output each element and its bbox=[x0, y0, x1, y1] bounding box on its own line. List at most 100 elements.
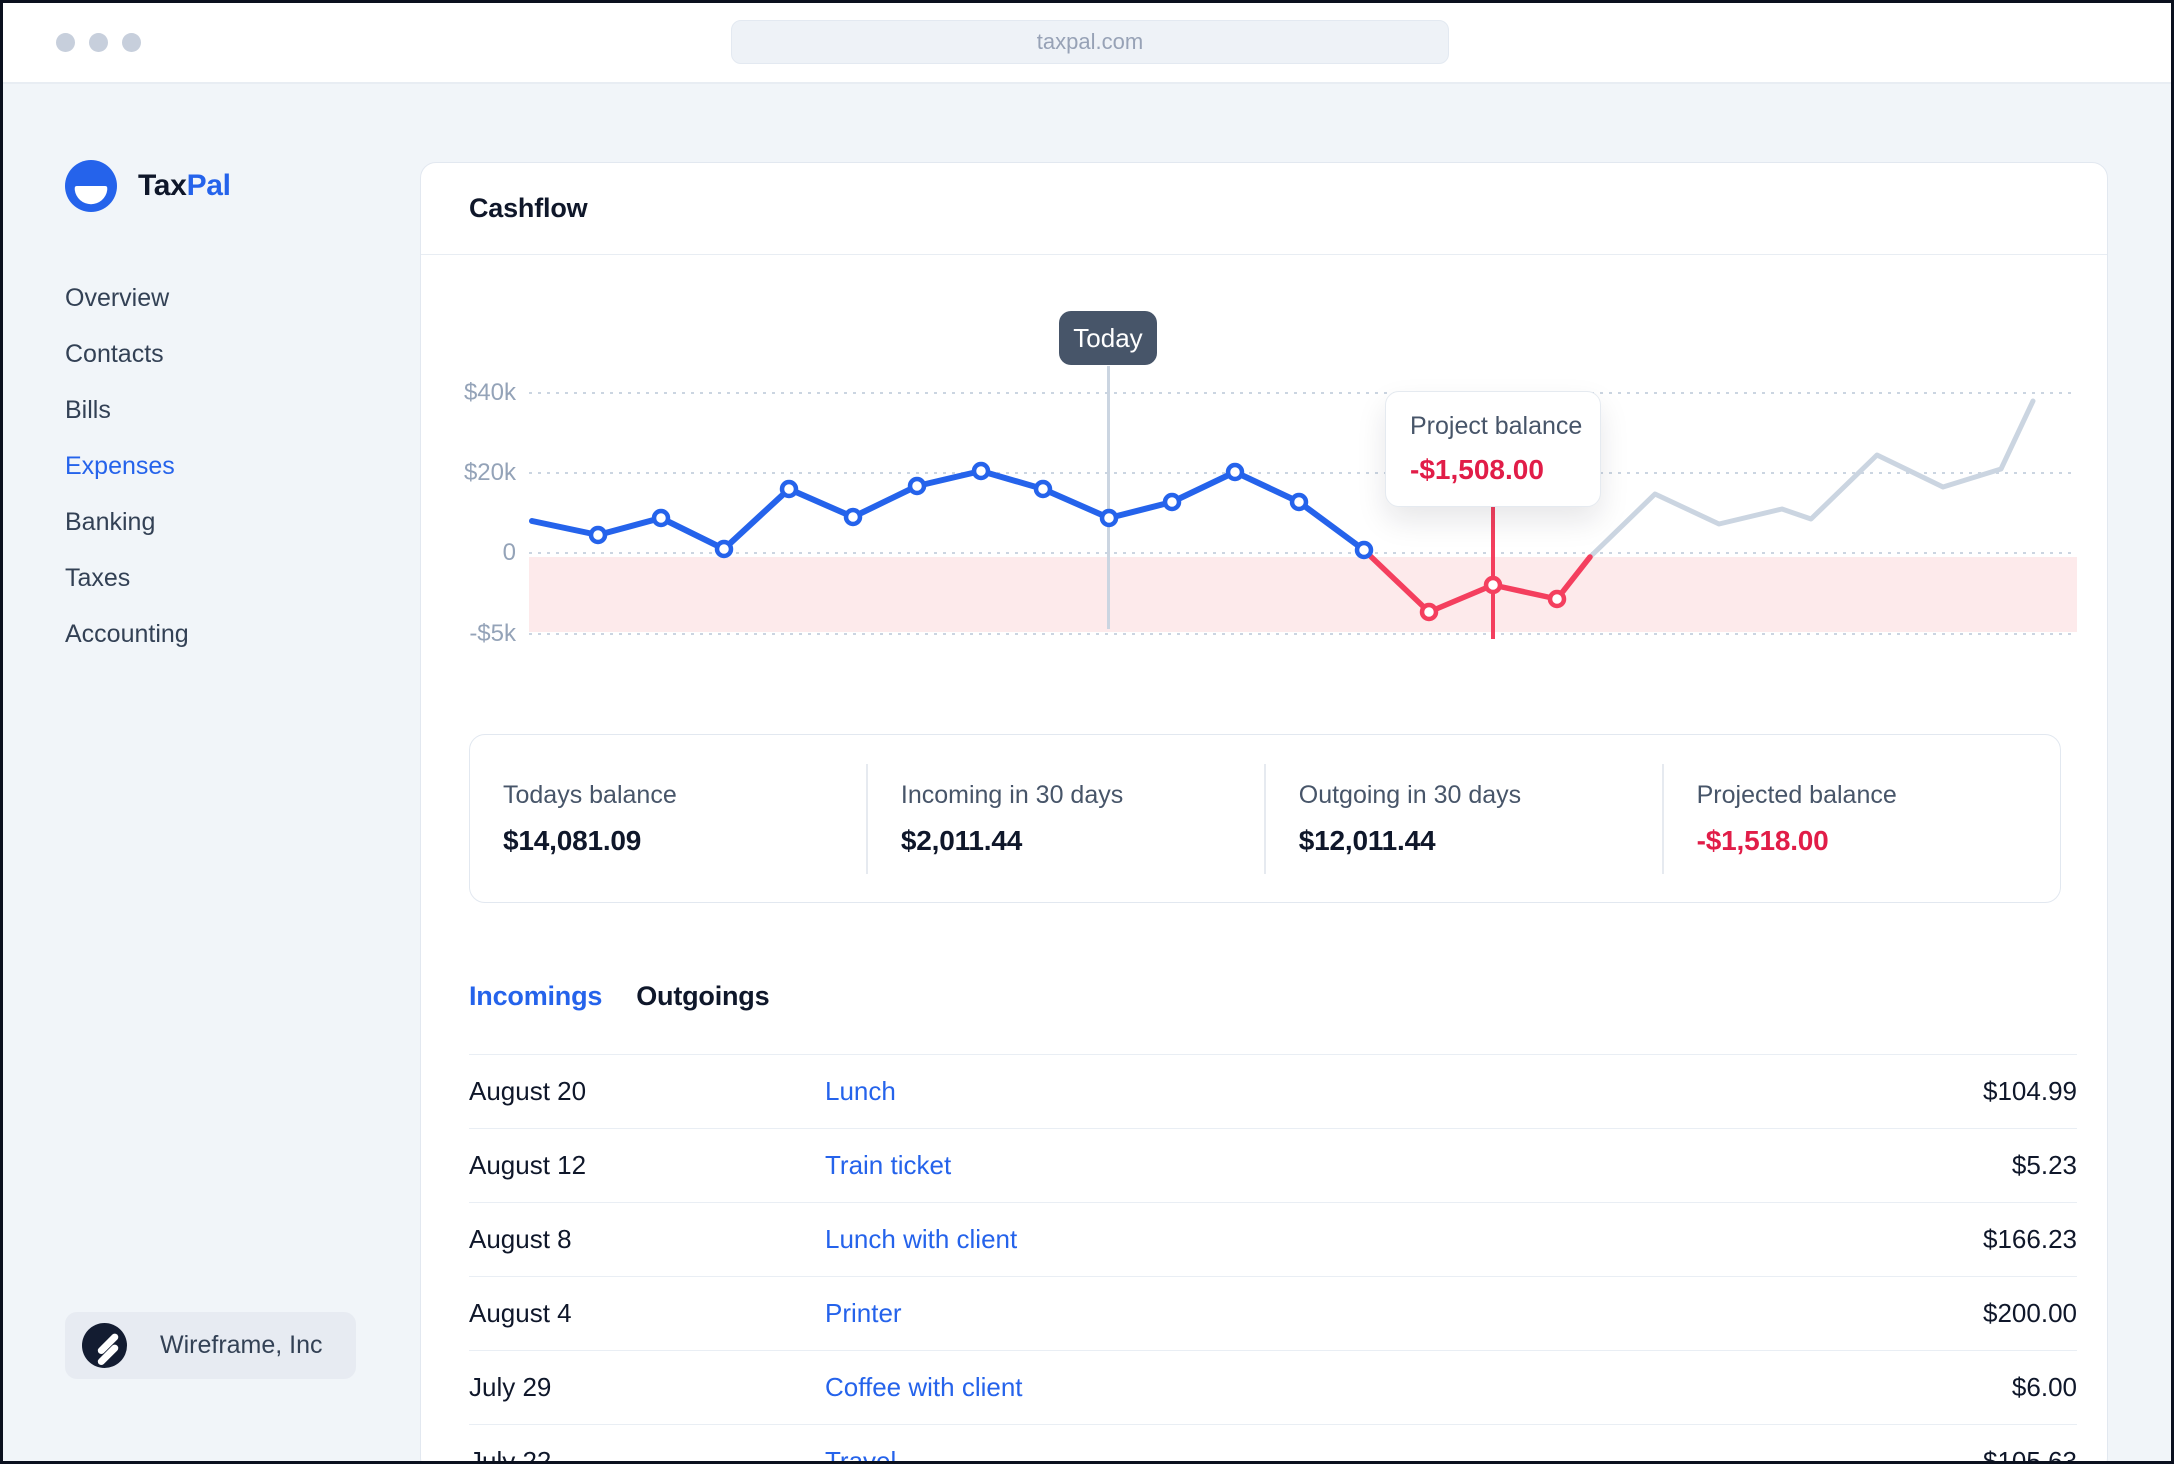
sidebar-item-banking[interactable]: Banking bbox=[65, 508, 156, 536]
data-point-marker bbox=[1354, 540, 1374, 560]
stat-label: Projected balance bbox=[1696, 780, 1897, 809]
stat-outgoing-in-30-days: Outgoing in 30 days $12,011.44 bbox=[1266, 735, 1662, 902]
y-axis-tick-label: 0 bbox=[502, 539, 516, 566]
today-marker-label: Today bbox=[1073, 322, 1143, 353]
transaction-description-link[interactable]: Printer bbox=[825, 1298, 902, 1328]
gridline bbox=[529, 552, 2077, 554]
projected-balance-value: -$1,508.00 bbox=[1410, 454, 1544, 485]
stat-todays-balance: Todays balance $14,081.09 bbox=[470, 735, 866, 902]
sidebar-item-accounting[interactable]: Accounting bbox=[65, 620, 189, 648]
tab-outgoings[interactable]: Outgoings bbox=[636, 981, 770, 1011]
transaction-amount: $200.00 bbox=[1983, 1298, 2077, 1328]
transaction-amount: $5.23 bbox=[2011, 1150, 2077, 1180]
transaction-description-link[interactable]: Lunch bbox=[825, 1076, 896, 1106]
sidebar-item-overview[interactable]: Overview bbox=[65, 284, 170, 312]
projected-vertical-line bbox=[1491, 498, 1495, 639]
stat-incoming-in-30-days: Incoming in 30 days $2,011.44 bbox=[868, 735, 1264, 902]
stat-label: Outgoing in 30 days bbox=[1298, 780, 1522, 809]
projected-balance-title: Project balance bbox=[1410, 412, 1583, 440]
company-logo-icon bbox=[82, 1323, 127, 1368]
brand-name-primary: Tax bbox=[138, 169, 187, 202]
transaction-description-link[interactable]: Coffee with client bbox=[825, 1372, 1023, 1402]
stat-divider bbox=[1662, 763, 1664, 874]
data-point-marker bbox=[588, 525, 608, 545]
data-point-marker bbox=[1547, 589, 1567, 609]
y-axis-tick-label: $40k bbox=[463, 379, 516, 406]
stat-value: -$1,518.00 bbox=[1696, 824, 1829, 856]
company-name: Wireframe, Inc bbox=[160, 1331, 323, 1359]
data-point-marker bbox=[1033, 479, 1053, 499]
window-control-dot[interactable] bbox=[56, 32, 75, 52]
stat-value: $12,011.44 bbox=[1298, 824, 1436, 856]
address-bar[interactable]: taxpal.com bbox=[731, 20, 1449, 64]
transaction-date: July 22 bbox=[469, 1446, 552, 1464]
series-line-actual_balance bbox=[529, 468, 1367, 553]
brand-logo[interactable]: TaxPal bbox=[65, 160, 231, 212]
browser-chrome: taxpal.com bbox=[0, 0, 2174, 84]
y-axis-tick-label: -$5k bbox=[469, 620, 516, 647]
sidebar: TaxPal Overview Contacts Bills Expenses Bank… bbox=[0, 84, 420, 1464]
cashflow-plot bbox=[529, 398, 2036, 622]
transaction-description-link[interactable]: Travel bbox=[825, 1446, 897, 1464]
today-vertical-line bbox=[1107, 366, 1110, 629]
transaction-date: August 8 bbox=[469, 1224, 572, 1254]
transaction-amount: $6.00 bbox=[2011, 1372, 2077, 1402]
table-row: August 8 Lunch with client $166.23 bbox=[469, 1202, 2077, 1276]
table-row: July 22 Travel $105.63 bbox=[469, 1424, 2077, 1464]
brand-name: TaxPal bbox=[138, 169, 231, 203]
stat-divider bbox=[866, 763, 868, 874]
stat-projected-balance: Projected balance -$1,518.00 bbox=[1664, 735, 2060, 902]
table-row: August 4 Printer $200.00 bbox=[469, 1276, 2077, 1350]
data-point-marker bbox=[843, 507, 863, 527]
data-point-marker bbox=[714, 539, 734, 559]
sidebar-item-bills[interactable]: Bills bbox=[65, 396, 111, 424]
address-bar-url: taxpal.com bbox=[1036, 29, 1144, 54]
data-point-marker bbox=[1099, 508, 1119, 528]
transaction-date: August 20 bbox=[469, 1076, 587, 1106]
data-point-marker bbox=[651, 508, 671, 528]
table-row: July 29 Coffee with client $6.00 bbox=[469, 1350, 2077, 1424]
window-controls bbox=[56, 0, 141, 84]
negative-zone-band bbox=[529, 557, 2077, 632]
data-point-marker bbox=[971, 461, 991, 481]
transaction-description-link[interactable]: Lunch with client bbox=[825, 1224, 1018, 1254]
tab-incomings[interactable]: Incomings bbox=[469, 981, 603, 1011]
data-point-marker bbox=[1419, 602, 1439, 622]
taxpal-logo-icon bbox=[65, 160, 117, 212]
stat-value: $14,081.09 bbox=[503, 824, 642, 856]
window-control-dot[interactable] bbox=[89, 32, 108, 52]
stat-divider bbox=[1264, 763, 1266, 874]
transaction-date: July 29 bbox=[469, 1372, 552, 1402]
stats-row: Todays balance $14,081.09 Incoming in 30 d… bbox=[469, 734, 2061, 903]
company-switcher[interactable]: Wireframe, Inc bbox=[65, 1312, 356, 1379]
transaction-amount: $166.23 bbox=[1983, 1224, 2077, 1254]
cashflow-card: Cashflow Today Project balance -$1,508.0… bbox=[420, 162, 2108, 1464]
sidebar-item-expenses[interactable]: Expenses bbox=[65, 452, 175, 480]
y-axis-tick-label: $20k bbox=[463, 459, 516, 486]
table-row: August 20 Lunch $104.99 bbox=[469, 1054, 2077, 1128]
transaction-date: August 12 bbox=[469, 1150, 587, 1180]
card-header: Cashflow bbox=[421, 163, 2107, 255]
table-row: August 12 Train ticket $5.23 bbox=[469, 1128, 2077, 1202]
sidebar-item-taxes[interactable]: Taxes bbox=[65, 564, 131, 592]
transactions-tabs: Incomings Outgoings bbox=[469, 981, 770, 1012]
transaction-date: August 4 bbox=[469, 1298, 572, 1328]
data-point-marker bbox=[779, 479, 799, 499]
stat-value: $2,011.44 bbox=[900, 824, 1023, 856]
transaction-amount: $104.99 bbox=[1983, 1076, 2077, 1106]
transaction-description-link[interactable]: Train ticket bbox=[825, 1150, 952, 1180]
data-point-marker bbox=[1225, 462, 1245, 482]
window-control-dot[interactable] bbox=[122, 32, 141, 52]
data-point-marker bbox=[907, 476, 927, 496]
data-point-marker bbox=[1483, 575, 1503, 595]
transactions-table: August 20 Lunch $104.99 August 12 Train tick… bbox=[469, 1054, 2077, 1464]
cashflow-chart: Today Project balance -$1,508.00 $40k $20… bbox=[421, 255, 2107, 695]
sidebar-nav: Overview Contacts Bills Expenses Banking Taxe… bbox=[65, 270, 189, 662]
projected-balance-tooltip: Project balance -$1,508.00 bbox=[1385, 391, 1601, 507]
stat-label: Todays balance bbox=[503, 780, 677, 809]
sidebar-item-contacts[interactable]: Contacts bbox=[65, 340, 164, 368]
stat-label: Incoming in 30 days bbox=[900, 780, 1124, 809]
gridline bbox=[529, 633, 2077, 635]
gridline bbox=[529, 472, 2077, 474]
